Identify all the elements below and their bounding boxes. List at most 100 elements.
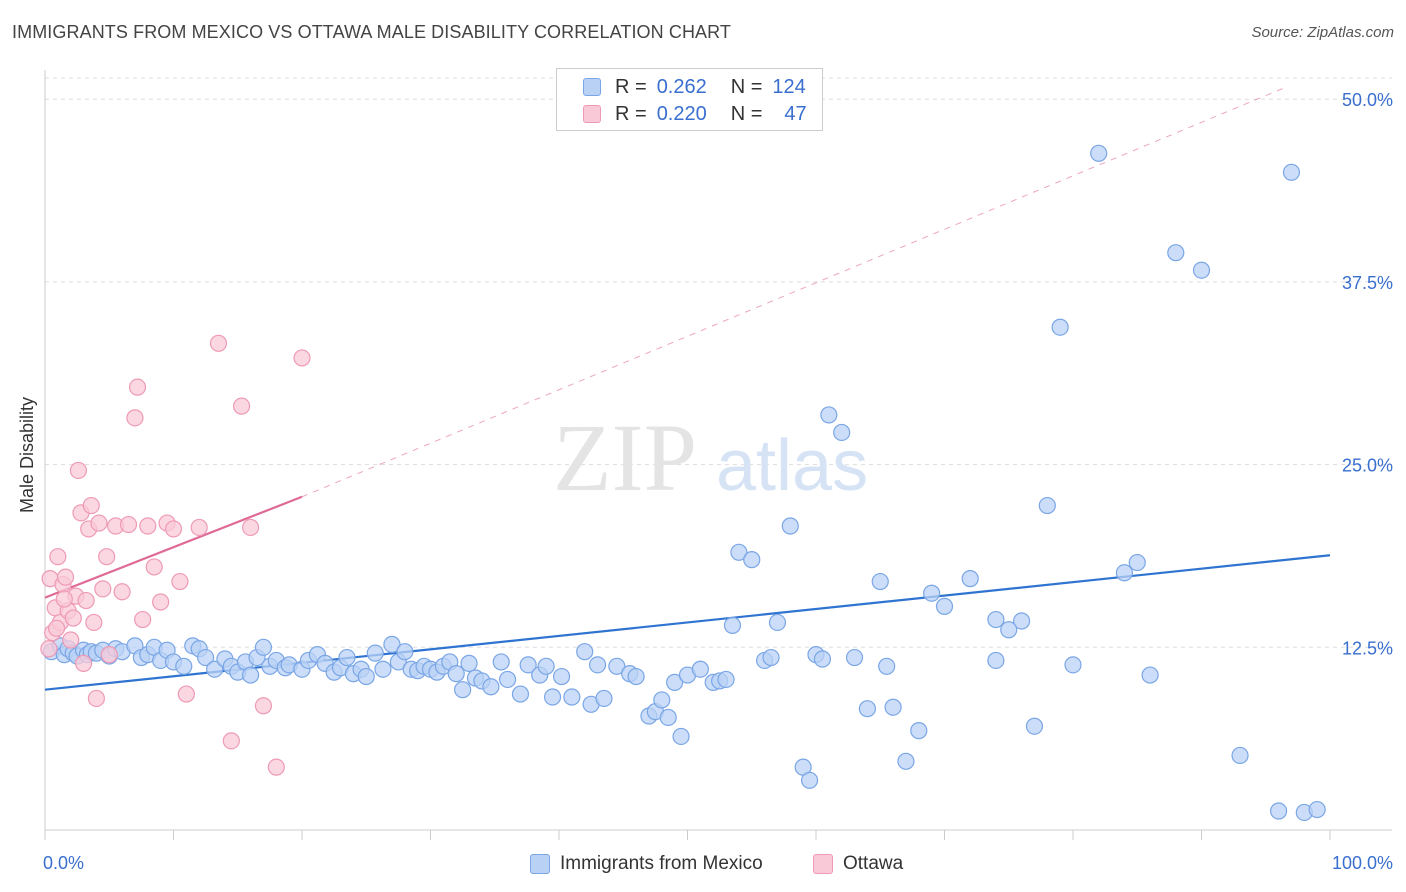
point-ottawa bbox=[74, 654, 93, 672]
point-ottawa bbox=[134, 610, 152, 629]
point-mexico bbox=[492, 653, 510, 671]
legend-swatch-mexico bbox=[583, 78, 601, 96]
data-points bbox=[40, 144, 1326, 822]
point-ottawa bbox=[64, 609, 82, 627]
point-ottawa bbox=[40, 640, 58, 658]
series-label-ottawa: Ottawa bbox=[843, 853, 904, 874]
point-mexico bbox=[627, 667, 645, 686]
point-mexico bbox=[884, 698, 902, 716]
point-mexico bbox=[1038, 496, 1056, 515]
point-mexico bbox=[460, 654, 478, 672]
point-mexico bbox=[910, 722, 928, 740]
source-credit: Source: ZipAtlas.com bbox=[1251, 24, 1394, 41]
point-ottawa bbox=[100, 646, 118, 664]
legend-n-value: 124 bbox=[772, 75, 806, 98]
point-mexico bbox=[543, 688, 562, 706]
watermark: ZIP atlas bbox=[553, 404, 868, 511]
point-mexico bbox=[987, 610, 1005, 629]
point-mexico bbox=[206, 660, 224, 678]
point-mexico bbox=[396, 643, 414, 661]
point-ottawa bbox=[49, 548, 67, 566]
point-ottawa bbox=[47, 619, 66, 637]
point-mexico bbox=[175, 657, 193, 675]
watermark-zip: ZIP bbox=[553, 404, 697, 511]
point-mexico bbox=[454, 681, 472, 699]
point-mexico bbox=[813, 650, 832, 668]
point-ottawa bbox=[222, 732, 240, 750]
legend-row-mexico: R = 0.262 N = 124 bbox=[583, 75, 806, 99]
point-mexico bbox=[1012, 612, 1031, 630]
point-mexico bbox=[519, 656, 537, 674]
point-mexico bbox=[366, 644, 384, 662]
point-mexico bbox=[743, 551, 761, 569]
point-ottawa bbox=[128, 378, 147, 396]
point-ottawa bbox=[267, 758, 285, 776]
point-ottawa bbox=[209, 334, 228, 352]
point-ottawa bbox=[77, 591, 95, 610]
point-mexico bbox=[537, 657, 555, 675]
point-ottawa bbox=[55, 590, 73, 608]
point-ottawa bbox=[126, 409, 144, 427]
point-mexico bbox=[845, 648, 864, 667]
y-axis-title: Male Disability bbox=[17, 397, 37, 513]
point-mexico bbox=[482, 678, 500, 696]
point-mexico bbox=[768, 613, 787, 632]
point-mexico bbox=[242, 666, 260, 684]
x-tick-label-min: 0.0% bbox=[43, 853, 84, 873]
point-mexico bbox=[374, 660, 392, 678]
point-mexico bbox=[1115, 564, 1134, 582]
legend-n-label: N = bbox=[730, 102, 763, 125]
axis-labels: 12.5% 25.0% 37.5% 50.0% 0.0% 100.0% Male Disab… bbox=[17, 90, 1393, 873]
point-mexico bbox=[338, 648, 356, 667]
trend-lines bbox=[44, 87, 1331, 691]
point-ottawa bbox=[87, 689, 106, 708]
point-mexico bbox=[254, 638, 273, 656]
point-ottawa bbox=[242, 518, 260, 537]
point-mexico bbox=[1090, 144, 1108, 162]
point-mexico bbox=[923, 584, 941, 602]
point-mexico bbox=[1141, 666, 1159, 684]
point-mexico bbox=[1000, 621, 1018, 639]
chart-title: IMMIGRANTS FROM MEXICO VS OTTAWA MALE DI… bbox=[12, 22, 732, 42]
point-ottawa bbox=[69, 461, 88, 480]
point-mexico bbox=[511, 685, 530, 703]
legend-r-label: R = bbox=[615, 102, 647, 125]
legend-r-value: 0.262 bbox=[656, 75, 707, 98]
correlation-legend: R = 0.262 N = 124 R = 0.220 N = 47 bbox=[556, 68, 823, 131]
point-ottawa bbox=[90, 514, 108, 532]
point-mexico bbox=[691, 660, 709, 678]
y-tick-label: 37.5% bbox=[1342, 273, 1393, 293]
axes bbox=[44, 70, 1392, 840]
y-tick-label: 25.0% bbox=[1342, 456, 1393, 476]
point-ottawa bbox=[56, 568, 75, 586]
trend-line-mexico bbox=[44, 554, 1331, 691]
trend-line-ottawa bbox=[44, 495, 303, 599]
point-ottawa bbox=[152, 593, 170, 611]
point-ottawa bbox=[190, 518, 208, 537]
point-mexico bbox=[608, 657, 626, 675]
point-mexico bbox=[659, 708, 677, 727]
point-ottawa bbox=[62, 631, 80, 649]
trend-line-ottawa-extension bbox=[301, 87, 1286, 498]
series-swatch-mexico bbox=[530, 854, 550, 874]
point-mexico bbox=[833, 423, 851, 442]
point-mexico bbox=[858, 700, 877, 718]
point-ottawa bbox=[85, 613, 103, 632]
point-mexico bbox=[447, 665, 465, 683]
point-mexico bbox=[1231, 746, 1249, 765]
series-swatch-ottawa bbox=[813, 854, 833, 874]
legend-row-ottawa: R = 0.220 N = 47 bbox=[583, 102, 807, 126]
point-mexico bbox=[1051, 318, 1069, 336]
point-ottawa bbox=[145, 558, 163, 576]
point-mexico bbox=[576, 643, 594, 661]
point-mexico bbox=[961, 570, 979, 588]
legend-r-label: R = bbox=[615, 75, 647, 98]
series-legend-mexico: Immigrants from Mexico bbox=[530, 852, 763, 876]
point-mexico bbox=[717, 670, 735, 689]
grid-lines bbox=[45, 77, 1392, 648]
legend-r-value: 0.220 bbox=[656, 102, 707, 125]
point-ottawa bbox=[171, 572, 189, 591]
point-mexico bbox=[1025, 717, 1044, 735]
point-mexico bbox=[552, 667, 571, 686]
